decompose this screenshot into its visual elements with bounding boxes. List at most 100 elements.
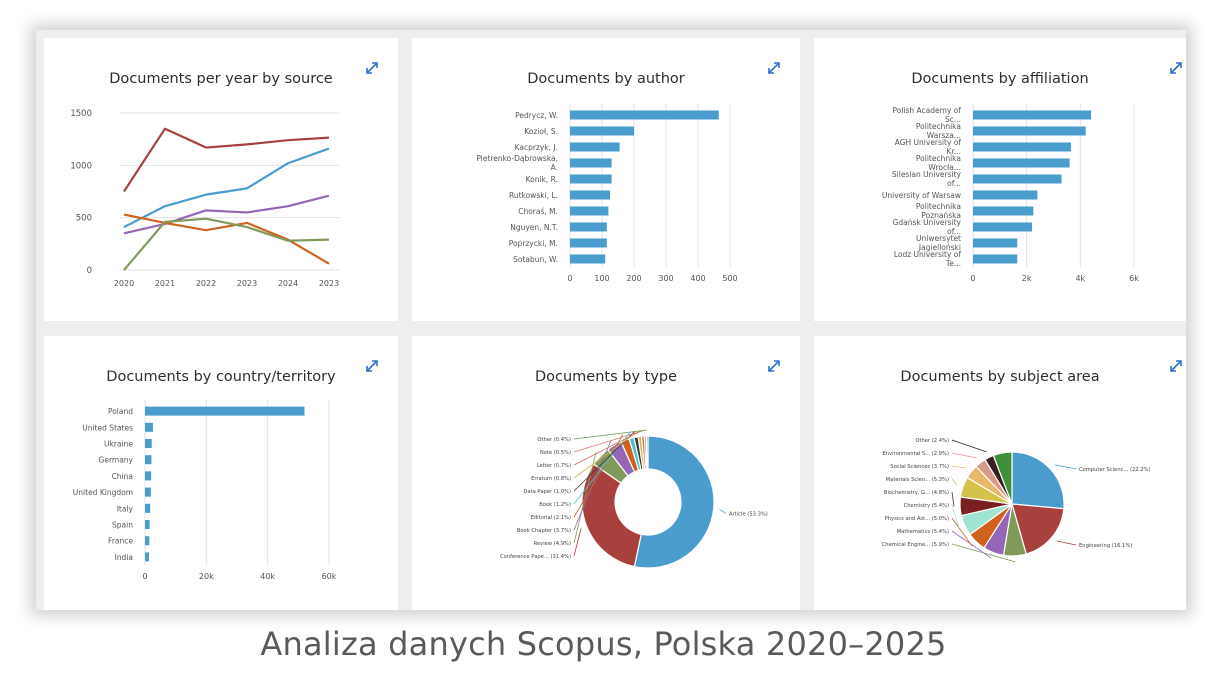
bar bbox=[570, 126, 634, 136]
bar bbox=[570, 238, 607, 248]
bar bbox=[973, 222, 1033, 232]
pie-chart: Computer Scienc... (22.2%) Engineering (1… bbox=[882, 438, 1150, 563]
slice-label: Engineering (16.1%) bbox=[1079, 543, 1132, 549]
bar bbox=[570, 254, 606, 264]
slice-label: Erratum (0.8%) bbox=[531, 476, 571, 482]
expand-arrows-icon[interactable] bbox=[364, 358, 380, 374]
expand-arrows-icon[interactable] bbox=[766, 60, 782, 76]
bar bbox=[570, 158, 612, 168]
x-tick-label: 100 bbox=[594, 274, 609, 283]
panel-documents-by-author: Documents by author 0 100 200 300 400 500 Pedr… bbox=[412, 38, 800, 321]
series-line bbox=[123, 127, 330, 193]
category-label: AGH University of bbox=[895, 138, 962, 147]
category-label: Politechnika bbox=[916, 122, 961, 131]
bar bbox=[145, 455, 152, 465]
leader-line bbox=[573, 430, 640, 479]
category-label: Poprzycki, M. bbox=[509, 239, 558, 248]
category-label: Kacprzyk, J. bbox=[515, 143, 558, 152]
slice-label: Conference Pape... (31.4%) bbox=[500, 554, 571, 560]
bar-chart: 0 100 200 300 400 500 Pedrycz, W. Kozioł, S. Kac… bbox=[476, 103, 738, 283]
category-label: Lodz University of bbox=[894, 250, 962, 259]
category-label: Polish Academy of bbox=[892, 106, 961, 115]
category-label: Germany bbox=[99, 456, 134, 465]
category-label: Politechnika bbox=[916, 202, 961, 211]
category-label: of... bbox=[947, 227, 961, 236]
bar bbox=[145, 406, 305, 416]
category-label: Jagielloński bbox=[918, 243, 961, 252]
category-label: Spain bbox=[112, 521, 133, 530]
panel-title: Documents by affiliation bbox=[911, 71, 1089, 87]
category-label: Politechnika bbox=[916, 154, 961, 163]
slice-label: Chemical Engine... (5.9%) bbox=[882, 542, 949, 548]
category-label: Pietrenko-Dąbrowska, bbox=[476, 154, 558, 163]
x-tick-label: 2022 bbox=[196, 279, 216, 288]
category-label: Poznańska bbox=[921, 211, 961, 220]
bar bbox=[973, 158, 1070, 168]
line-chart: 0 500 1000 1500 2020 2021 2022 2023 2024 2023 bbox=[70, 109, 339, 288]
expand-arrows-icon[interactable] bbox=[1168, 358, 1184, 374]
slice-label: Other (0.4%) bbox=[537, 437, 571, 443]
leader-line bbox=[1056, 540, 1077, 546]
y-tick-label: 1000 bbox=[70, 161, 92, 171]
donut-chart: Article (53.3%) Conference Pape... (31.4%… bbox=[500, 429, 768, 569]
slice-label: Computer Scienc... (22.2%) bbox=[1079, 467, 1150, 473]
slice-label: Review (4.9%) bbox=[534, 541, 571, 547]
bar bbox=[570, 222, 607, 232]
slice-label: Book Chapter (3.7%) bbox=[517, 528, 571, 534]
bar bbox=[145, 422, 153, 432]
y-tick-label: 500 bbox=[76, 214, 92, 224]
expand-arrows-icon[interactable] bbox=[364, 60, 380, 76]
series-line bbox=[123, 194, 330, 235]
bar bbox=[570, 206, 609, 216]
leader-line bbox=[1054, 464, 1077, 470]
slice-label: Article (53.3%) bbox=[729, 511, 768, 517]
bar bbox=[145, 552, 149, 562]
panel-title: Documents by type bbox=[534, 369, 678, 385]
category-label: Gdańsk University bbox=[893, 218, 962, 227]
bar bbox=[973, 174, 1062, 184]
category-label: Kozioł, S. bbox=[524, 127, 558, 136]
page-caption: Analiza danych Scopus, Polska 2020–2025 bbox=[260, 625, 947, 663]
bar bbox=[973, 190, 1038, 200]
slice-label: Materials Scien... (5.3%) bbox=[886, 477, 949, 483]
x-tick-label: 500 bbox=[722, 274, 737, 283]
category-label: Kr... bbox=[947, 147, 961, 156]
bar bbox=[570, 174, 612, 184]
slice-label: Other (2.4%) bbox=[915, 438, 949, 444]
category-label: of... bbox=[947, 179, 961, 188]
panel-title: Documents per year by source bbox=[109, 71, 333, 87]
leader-line bbox=[719, 509, 727, 514]
bar bbox=[973, 238, 1018, 248]
bar bbox=[145, 520, 150, 529]
category-label: France bbox=[108, 537, 133, 546]
series-line bbox=[123, 217, 330, 271]
bar bbox=[145, 487, 151, 497]
panel-documents-by-country: Documents by country/territory 0 20k 40k 60… bbox=[44, 336, 398, 610]
category-label: United Kingdom bbox=[73, 488, 133, 497]
x-tick-label: 2021 bbox=[155, 279, 175, 288]
leader-line bbox=[573, 429, 648, 440]
category-label: China bbox=[112, 472, 133, 481]
category-label: India bbox=[115, 553, 133, 562]
pie-slice bbox=[645, 435, 649, 470]
category-label: Konik, R. bbox=[526, 175, 558, 184]
leader-line bbox=[951, 504, 960, 529]
leader-line bbox=[951, 491, 955, 507]
leader-line bbox=[573, 452, 597, 544]
bar bbox=[973, 126, 1086, 136]
x-tick-label: 0 bbox=[567, 274, 572, 283]
bar bbox=[570, 190, 610, 200]
slice-label: Mathematics (5.4%) bbox=[897, 529, 949, 535]
leader-line bbox=[951, 478, 958, 486]
leader-line bbox=[951, 517, 973, 547]
slice-label: Biochemistry, G... (4.8%) bbox=[884, 490, 949, 496]
x-tick-label: 2024 bbox=[278, 279, 298, 288]
expand-arrows-icon[interactable] bbox=[766, 358, 782, 374]
expand-arrows-icon[interactable] bbox=[1168, 60, 1184, 76]
panel-documents-by-affiliation: Documents by affiliation 0 2k 4k 6k Polish A… bbox=[814, 38, 1186, 321]
category-label: Uniwersytet bbox=[916, 234, 961, 243]
leader-line bbox=[573, 528, 582, 557]
slice-label: Letter (0.7%) bbox=[537, 463, 571, 469]
category-label: Ukraine bbox=[104, 440, 133, 449]
